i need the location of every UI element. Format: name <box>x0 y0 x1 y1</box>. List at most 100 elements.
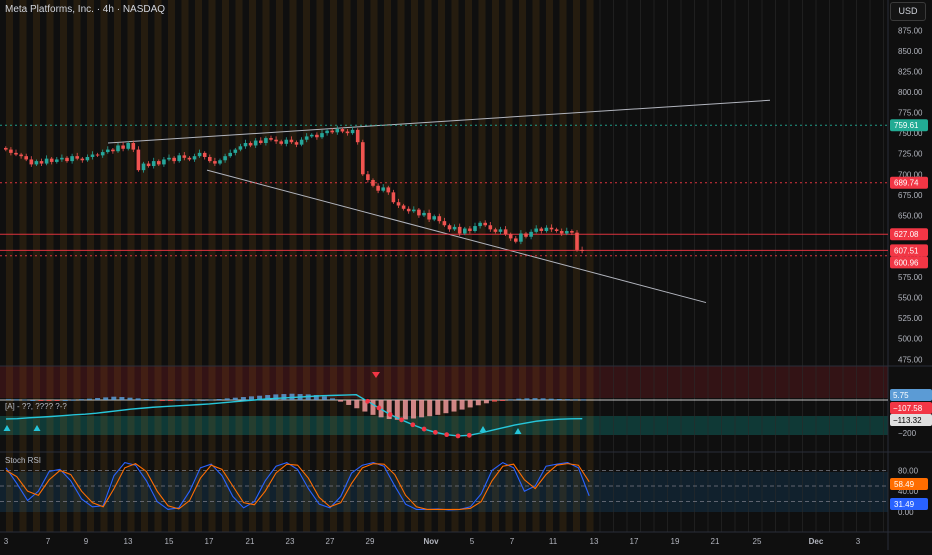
osc-bar <box>362 400 368 412</box>
candle-body <box>335 129 340 133</box>
candle-body <box>162 159 166 165</box>
candle-body <box>100 152 105 156</box>
stoch-band-fill <box>0 472 888 512</box>
candle-body <box>320 133 324 138</box>
osc-bar <box>273 394 279 400</box>
candle-body <box>463 228 467 234</box>
osc-value-label: 5.75 <box>893 391 909 400</box>
osc-bar <box>459 400 465 410</box>
osc-bar <box>176 399 182 401</box>
osc-bar <box>338 400 344 402</box>
candle-body <box>488 225 493 230</box>
session-column <box>438 0 445 532</box>
osc-bar <box>475 400 481 406</box>
osc-bar <box>265 395 271 400</box>
osc-bar <box>184 399 190 401</box>
osc-bar <box>127 397 133 400</box>
osc-signal-dot <box>387 412 393 417</box>
session-column <box>235 0 243 532</box>
stoch-tick-label: 0.00 <box>898 508 914 517</box>
osc-bar <box>540 398 546 400</box>
osc-bar <box>313 395 319 400</box>
session-column <box>181 0 189 532</box>
x-tick-label: 27 <box>326 537 335 546</box>
osc-signal-dot <box>376 405 382 411</box>
osc-lower-zone <box>0 416 888 435</box>
osc-value-tag <box>890 414 932 426</box>
osc-bar <box>135 398 141 400</box>
osc-upper-zone <box>0 366 888 398</box>
candle-body <box>253 140 258 146</box>
session-column <box>330 0 337 532</box>
session-column <box>87 0 94 532</box>
currency-button[interactable]: USD <box>890 2 926 21</box>
x-tick-label: 17 <box>630 537 639 546</box>
osc-bar <box>119 397 125 400</box>
session-column <box>532 0 540 532</box>
candles <box>4 125 584 254</box>
session-grid <box>6 0 884 532</box>
session-column <box>303 0 310 532</box>
session-column <box>370 0 378 532</box>
x-tick-label: 19 <box>671 537 680 546</box>
osc-bar <box>151 399 157 401</box>
osc-bar <box>168 400 173 401</box>
session-column <box>559 0 567 532</box>
session-column <box>451 0 459 532</box>
osc-bar <box>232 397 238 400</box>
candle-body <box>386 187 391 193</box>
osc-bar <box>386 400 392 419</box>
session-column <box>6 0 13 532</box>
candle-body <box>565 231 569 234</box>
candle-body <box>70 156 74 162</box>
osc-bar <box>483 400 489 404</box>
session-column <box>208 0 216 532</box>
osc-bar <box>200 399 206 401</box>
candle-body <box>452 226 457 230</box>
candle-body <box>172 157 176 162</box>
candle-body <box>559 231 564 234</box>
candle-body <box>432 216 436 220</box>
candle-body <box>85 156 90 161</box>
stoch-value-tag <box>890 498 928 510</box>
candle-body <box>350 129 355 134</box>
candle-body <box>401 205 406 209</box>
candle-body <box>121 145 125 149</box>
x-tick-label: 17 <box>205 537 214 546</box>
x-tick-label: 9 <box>84 537 89 546</box>
session-column <box>505 0 513 532</box>
candle-body <box>468 228 472 232</box>
candle-body <box>34 161 39 165</box>
candle-body <box>167 157 171 160</box>
session-column <box>141 0 148 532</box>
osc-bar <box>467 400 473 408</box>
osc-bar <box>14 399 20 401</box>
candle-body <box>498 229 503 232</box>
session-column <box>478 0 486 532</box>
oscillator-label[interactable]: [A] - ??, ???? ?-? <box>5 402 67 411</box>
osc-bar <box>159 400 165 401</box>
x-tick-label: 7 <box>510 537 515 546</box>
price-tick-label: 500.00 <box>898 335 923 344</box>
session-column <box>357 0 364 532</box>
osc-bar <box>419 400 425 418</box>
candle-body <box>177 155 181 162</box>
candle-body <box>141 163 146 171</box>
osc-bar <box>508 399 514 401</box>
price-tick-label: 550.00 <box>898 294 923 303</box>
session-column <box>114 0 121 532</box>
stoch-rsi-label[interactable]: Stoch RSI <box>5 456 42 465</box>
candle-body <box>396 202 401 206</box>
price-tick-label: 850.00 <box>898 47 923 56</box>
session-column <box>19 0 27 532</box>
candle-body <box>361 142 365 175</box>
candle-body <box>116 145 120 152</box>
osc-signal-dot <box>455 433 461 439</box>
candle-body <box>325 130 329 134</box>
session-column <box>411 0 418 532</box>
price-tick-label: 875.00 <box>898 26 923 35</box>
candle-body <box>208 156 212 162</box>
candle-body <box>55 159 59 162</box>
